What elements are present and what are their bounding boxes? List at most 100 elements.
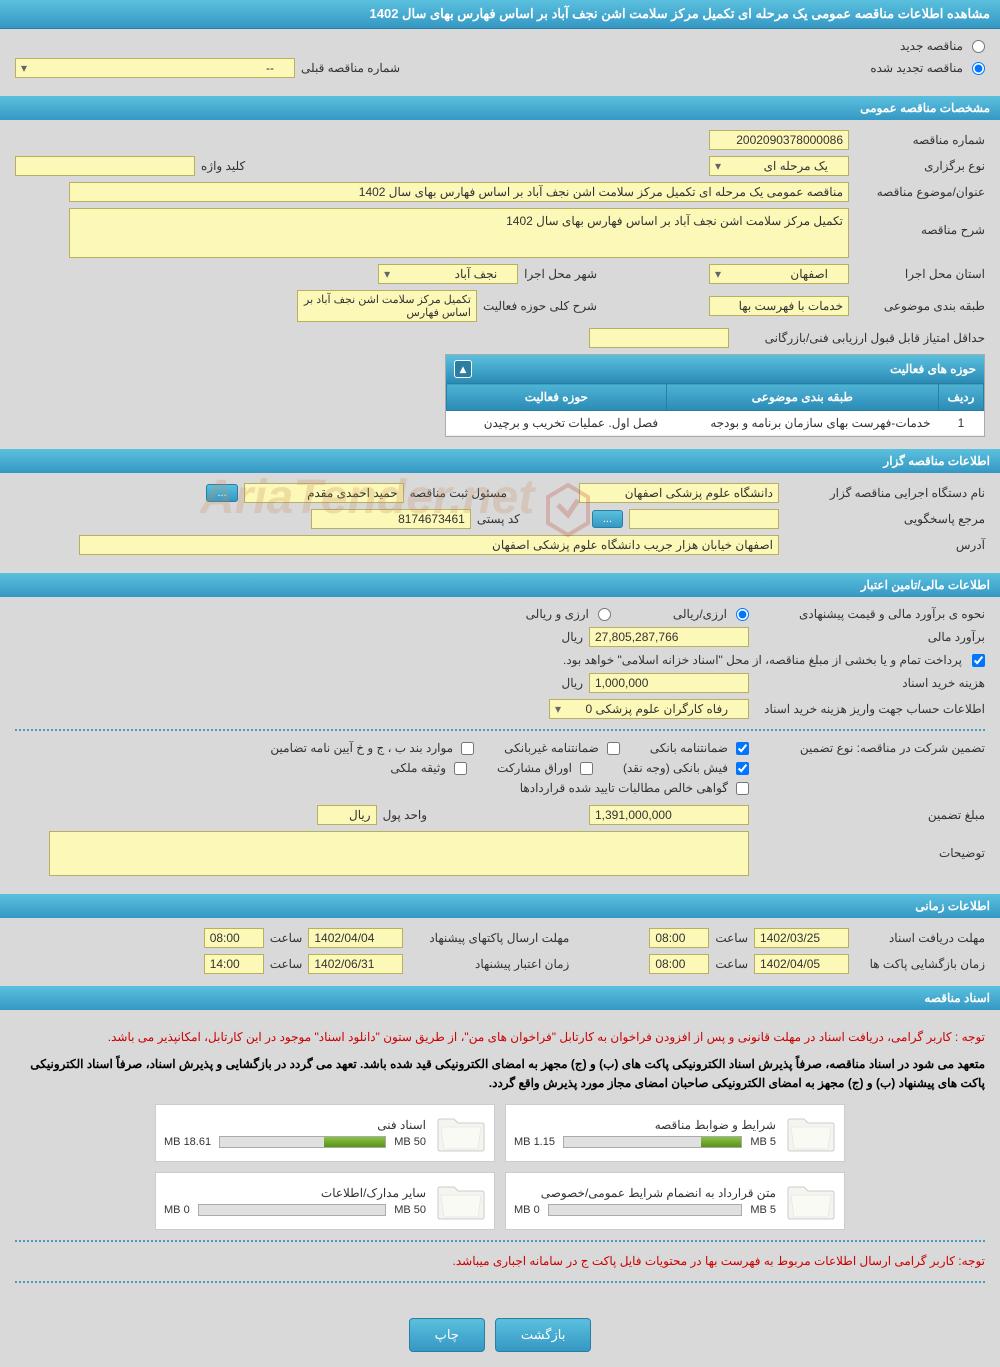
section-organizer-header: اطلاعات مناقصه گزار [0, 449, 1000, 473]
province-select[interactable]: اصفهان [709, 264, 849, 284]
keyword-field[interactable] [15, 156, 195, 176]
postal-field: 8174673461 [311, 509, 471, 529]
desc-label: شرح مناقصه [855, 208, 985, 237]
account-select[interactable]: رفاه کارگران علوم پزشکی 0 [549, 699, 749, 719]
col-row: ردیف [939, 384, 984, 411]
doc-card[interactable]: سایر مدارک/اطلاعات50 MB0 MB [155, 1172, 495, 1230]
validity-label: زمان اعتبار پیشنهاد [409, 957, 569, 971]
more-button[interactable]: ... [206, 484, 237, 502]
doc-card[interactable]: اسناد فنی 50 MB 18.61 MB [155, 1104, 495, 1162]
doc-card[interactable]: شرایط و ضوابط مناقصه5 MB1.15 MB [505, 1104, 845, 1162]
open-time-label: زمان بازگشایی پاکت ها [855, 957, 985, 971]
section-documents-header: اسناد مناقصه [0, 986, 1000, 1010]
tender-number-label: شماره مناقصه [855, 133, 985, 147]
label-renewed-tender: مناقصه تجدید شده [870, 61, 963, 75]
doc-total: 50 MB [394, 1136, 426, 1148]
radio-renewed-tender[interactable] [972, 62, 985, 75]
notes-field[interactable] [49, 831, 749, 876]
separator-2 [15, 1240, 985, 1242]
receive-time-field: 08:00 [649, 928, 709, 948]
section-general-body: شماره مناقصه 2002090378000086 نوع برگزار… [0, 120, 1000, 447]
notice-2: متعهد می شود در اسناد مناقصه، صرفاً پذیر… [15, 1055, 985, 1093]
money-unit-field: ریال [317, 805, 377, 825]
time-label-3: ساعت [715, 957, 748, 971]
responsible-field: حمید احمدی مقدم [244, 483, 404, 503]
cb-bank-guarantee[interactable] [736, 742, 749, 755]
section-documents-body: توجه : کاربر گرامی، دریافت اسناد در مهلت… [0, 1010, 1000, 1303]
doc-grid: شرایط و ضوابط مناقصه5 MB1.15 MBاسناد فنی… [15, 1104, 985, 1230]
lbl-g2: ضمانتنامه غیربانکی [504, 741, 599, 755]
estimate-field: 27,805,287,766 [589, 627, 749, 647]
doc-title: اسناد فنی [164, 1118, 426, 1132]
label-both: ارزی و ریالی [526, 607, 589, 621]
time-label-4: ساعت [270, 957, 303, 971]
city-label: شهر محل اجرا [524, 267, 597, 281]
prev-number-label: شماره مناقصه قبلی [301, 61, 400, 75]
money-unit-label: واحد پول [383, 808, 427, 822]
doc-card[interactable]: متن قرارداد به انضمام شرایط عمومی/خصوصی 5… [505, 1172, 845, 1230]
desc-field[interactable]: تکمیل مرکز سلامت اشن نجف آباد بر اساس فه… [69, 208, 849, 258]
page-title: مشاهده اطلاعات مناقصه عمومی یک مرحله ای … [0, 0, 1000, 29]
prev-number-select[interactable]: -- [15, 58, 295, 78]
doc-fee-label: هزینه خرید اسناد [755, 676, 985, 690]
footer: بازگشت چاپ [0, 1303, 1000, 1367]
doc-title: سایر مدارک/اطلاعات [164, 1186, 426, 1200]
col-category: طبقه بندی موضوعی [666, 384, 938, 411]
open-time-field: 08:00 [649, 954, 709, 974]
activities-table: ردیف طبقه بندی موضوعی حوزه فعالیت 1 خدما… [446, 383, 984, 436]
referee-label: مرجع پاسخگویی [785, 512, 985, 526]
holding-type-select[interactable]: یک مرحله ای [709, 156, 849, 176]
account-label: اطلاعات حساب جهت واریز هزینه خرید اسناد [755, 702, 985, 716]
doc-used: 18.61 MB [164, 1136, 211, 1148]
radio-rial[interactable] [736, 608, 749, 621]
notice-1: توجه : کاربر گرامی، دریافت اسناد در مهلت… [15, 1028, 985, 1047]
notes-label: توضیحات [755, 831, 985, 860]
time-label-1: ساعت [715, 931, 748, 945]
progress-bar [219, 1136, 386, 1148]
city-select[interactable]: نجف آباد [378, 264, 518, 284]
doc-total: 5 MB [750, 1204, 776, 1216]
holding-type-label: نوع برگزاری [855, 159, 985, 173]
doc-used: 0 MB [514, 1204, 540, 1216]
validity-time-field: 14:00 [204, 954, 264, 974]
tender-number-field: 2002090378000086 [709, 130, 849, 150]
folder-icon [786, 1181, 836, 1221]
lbl-g7: گواهی خالص مطالبات تایید شده قراردادها [520, 781, 728, 795]
back-button[interactable]: بازگشت [495, 1318, 591, 1352]
section-financial-body: نحوه ی برآورد مالی و قیمت پیشنهادی ارزی/… [0, 597, 1000, 892]
min-score-field[interactable] [589, 328, 729, 348]
cb-nonbank-guarantee[interactable] [607, 742, 620, 755]
estimate-label: برآورد مالی [755, 630, 985, 644]
province-label: استان محل اجرا [855, 267, 985, 281]
radio-both[interactable] [598, 608, 611, 621]
radio-new-tender[interactable] [972, 40, 985, 53]
category-field: خدمات با فهرست بها [709, 296, 849, 316]
referee-field [629, 509, 779, 529]
collapse-icon[interactable]: ▴ [454, 360, 472, 378]
table-row: 1 خدمات-فهرست بهای سازمان برنامه و بودجه… [447, 411, 984, 436]
cb-bonds[interactable] [580, 762, 593, 775]
unit-rial-2: ریال [561, 676, 583, 690]
postal-label: کد پستی [477, 512, 520, 526]
address-label: آدرس [785, 538, 985, 552]
referee-button[interactable]: ... [592, 510, 623, 528]
cb-property[interactable] [454, 762, 467, 775]
section-timing-header: اطلاعات زمانی [0, 894, 1000, 918]
payment-note-label: پرداخت تمام و یا بخشی از مبلغ مناقصه، از… [563, 653, 962, 667]
cb-receivables[interactable] [736, 782, 749, 795]
estimate-method-label: نحوه ی برآورد مالی و قیمت پیشنهادی [755, 607, 985, 621]
col-activity: حوزه فعالیت [447, 384, 667, 411]
subject-label: عنوان/موضوع مناقصه [855, 185, 985, 199]
doc-title: متن قرارداد به انضمام شرایط عمومی/خصوصی [514, 1186, 776, 1200]
activities-table-title: حوزه های فعالیت ▴ [446, 355, 984, 383]
send-deadline-label: مهلت ارسال پاکتهای پیشنهاد [409, 931, 569, 945]
folder-icon [436, 1113, 486, 1153]
progress-bar [563, 1136, 742, 1148]
print-button[interactable]: چاپ [409, 1318, 485, 1352]
payment-checkbox[interactable] [972, 654, 985, 667]
unit-rial-1: ریال [561, 630, 583, 644]
doc-total: 50 MB [394, 1204, 426, 1216]
cell: خدمات-فهرست بهای سازمان برنامه و بودجه [666, 411, 938, 436]
cb-bank-receipt[interactable] [736, 762, 749, 775]
cb-regulation[interactable] [461, 742, 474, 755]
